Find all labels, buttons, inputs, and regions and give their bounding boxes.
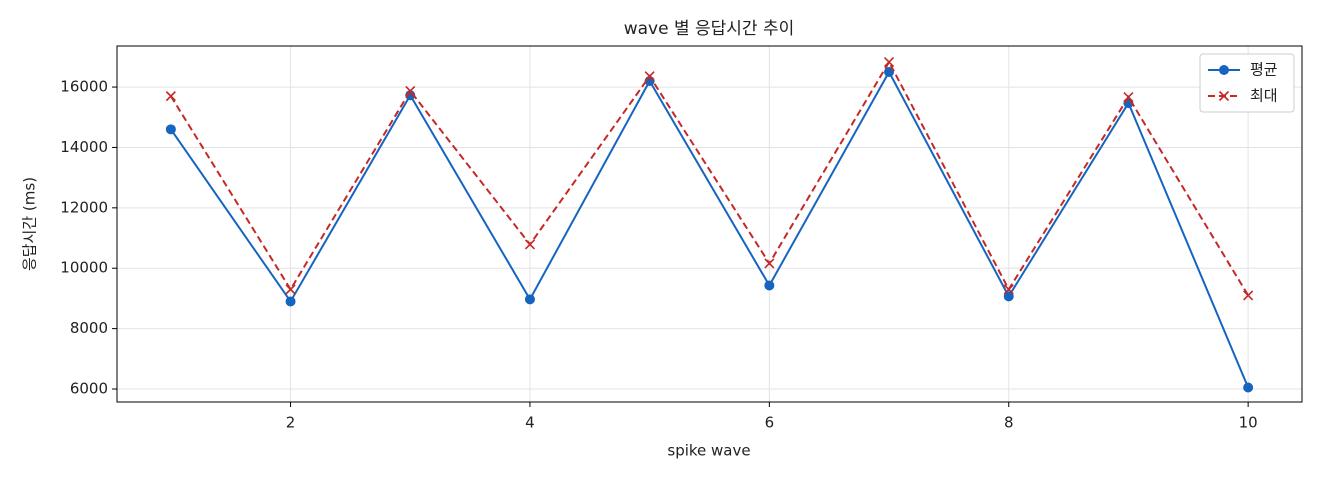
y-axis-label: 응답시간 (ms): [21, 177, 39, 271]
x-tick-label: 4: [525, 414, 535, 432]
marker: [764, 258, 775, 269]
marker: [1218, 90, 1230, 102]
marker: [285, 284, 296, 295]
marker: [883, 56, 895, 68]
marker: [764, 280, 775, 291]
legend-label: 최대: [1250, 87, 1278, 105]
legend-box: [1199, 53, 1295, 113]
series-line: [170, 69, 1250, 388]
marker: [285, 296, 296, 307]
legend-label: 평균: [1250, 61, 1278, 79]
marker: [1003, 291, 1014, 302]
x-axis-label: spike wave: [667, 442, 750, 460]
marker: [524, 239, 536, 250]
plot-frame: [116, 45, 1303, 403]
marker: [1243, 382, 1254, 393]
y-tick-label: 12000: [60, 198, 108, 216]
marker: [1219, 65, 1229, 75]
x-tick-label: 8: [1004, 414, 1014, 432]
marker: [1123, 91, 1134, 103]
marker: [884, 66, 895, 77]
y-tick-label: 16000: [60, 78, 108, 96]
y-tick-label: 8000: [70, 319, 108, 337]
marker: [644, 71, 655, 82]
marker: [1003, 284, 1014, 295]
x-tick-label: 2: [286, 414, 296, 432]
y-tick-label: 6000: [70, 380, 108, 398]
y-tick-label: 10000: [60, 259, 108, 277]
marker: [524, 294, 535, 305]
x-tick-label: 10: [1239, 414, 1258, 432]
marker: [1243, 290, 1254, 301]
marker: [165, 124, 176, 135]
marker: [405, 85, 416, 97]
y-tick-label: 14000: [60, 138, 108, 156]
x-tick-label: 6: [765, 414, 775, 432]
series-line: [170, 59, 1249, 296]
chart-title: wave 별 응답시간 추이: [624, 19, 795, 39]
marker: [165, 91, 176, 102]
